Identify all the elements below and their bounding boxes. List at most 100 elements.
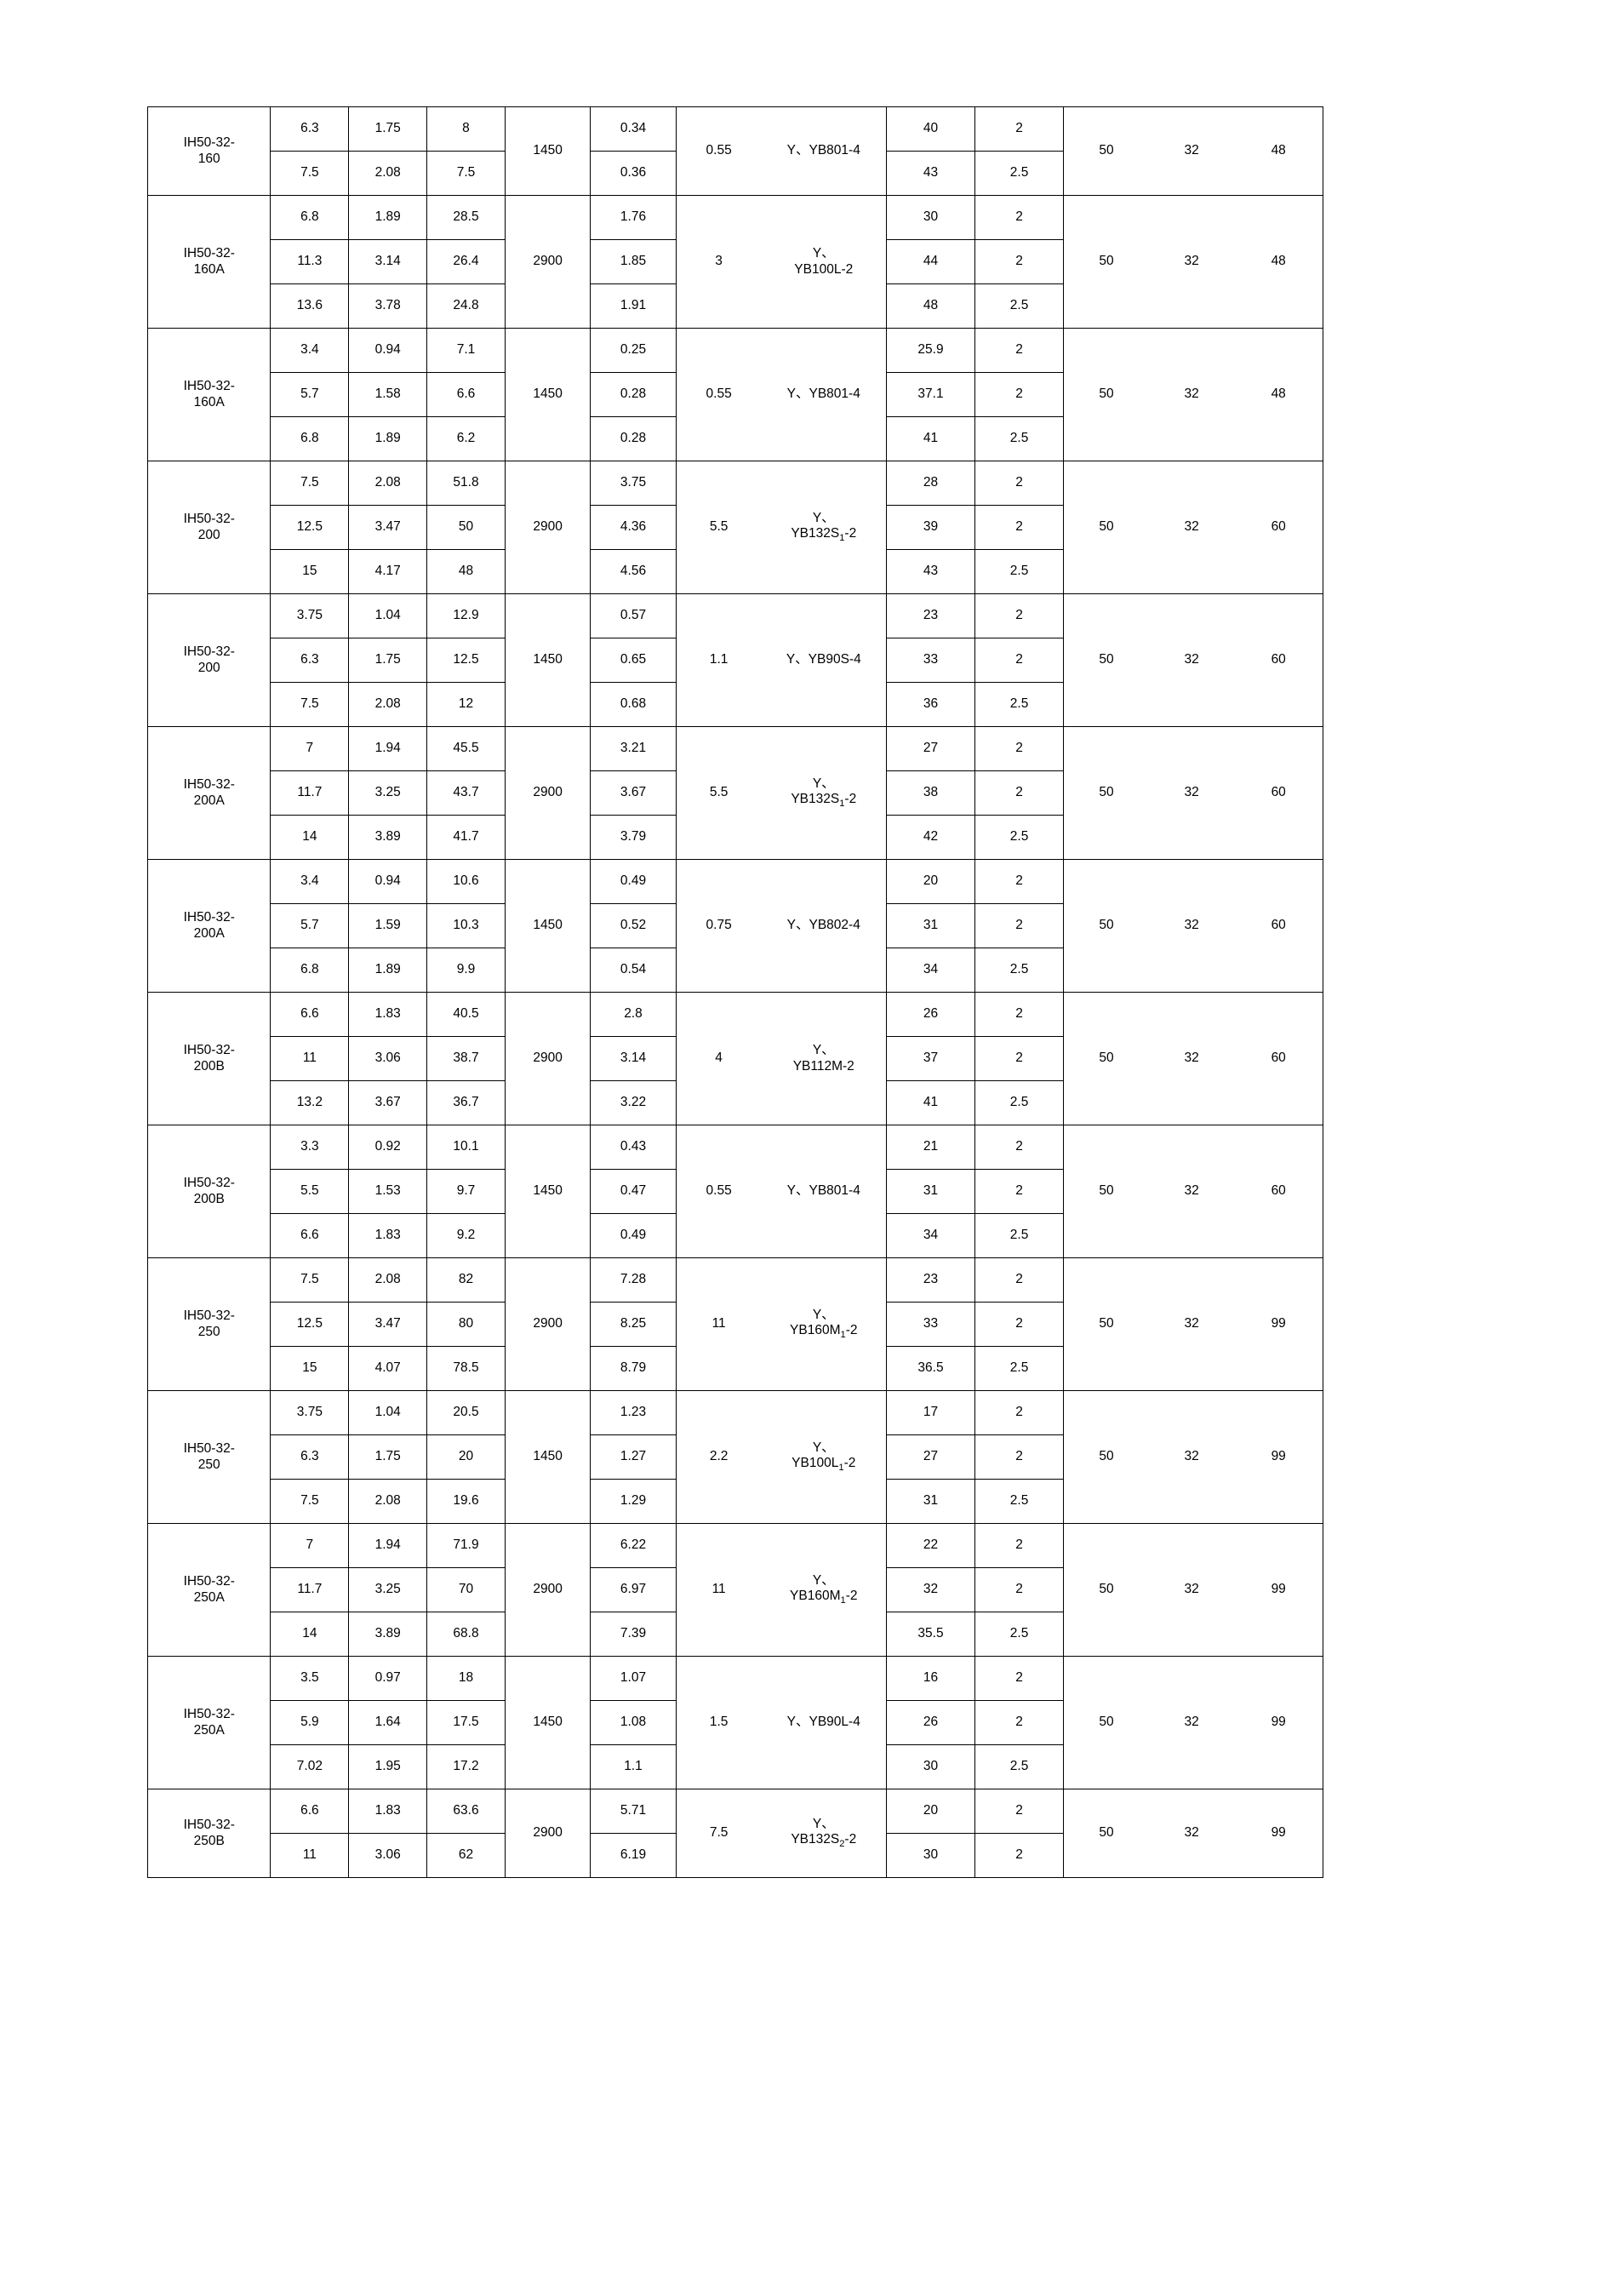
head-cell: 9.7: [426, 1169, 506, 1214]
table-row: IH50-32- 200B 3.3 0.92 10.1 1450 0.43 0.55 Y、YB8…: [146, 1125, 1324, 1258]
motor-model-subscript: 1: [838, 1463, 844, 1474]
suction-diameter-cell: 50: [1063, 1789, 1149, 1878]
efficiency-cell: 31: [885, 1479, 976, 1524]
efficiency-cell: 43: [885, 549, 976, 594]
flow-ls-cell: 0.92: [348, 1125, 428, 1170]
head-cell: 41.7: [426, 815, 506, 860]
head-cell: 6.2: [426, 416, 506, 461]
motor-model-cell: Y、 YB132S1-2: [761, 461, 887, 594]
npsh-cell: 2: [974, 1125, 1065, 1170]
efficiency-cell: 41: [885, 416, 976, 461]
motor-power-cell: 0.75: [676, 859, 762, 993]
flow-ls-cell: 1.04: [348, 593, 428, 638]
head-cell: 28.5: [426, 195, 506, 240]
flow-ls-cell: 3.14: [348, 239, 428, 284]
motor-model-cell: Y、 YB100L1-2: [761, 1390, 887, 1524]
flow-m3h-cell: 3.75: [270, 593, 350, 638]
head-cell: 12.5: [426, 638, 506, 683]
suction-diameter-cell: 50: [1063, 1523, 1149, 1657]
flow-ls-cell: 3.25: [348, 1567, 428, 1612]
shaft-power-cell: 1.1: [590, 1744, 677, 1789]
flow-m3h-cell: 12.5: [270, 1302, 350, 1347]
head-cell: 40.5: [426, 992, 506, 1037]
npsh-cell: 2: [974, 328, 1065, 373]
speed-cell: 2900: [505, 195, 591, 329]
flow-m3h-cell: 7.5: [270, 151, 350, 196]
shaft-power-cell: 0.68: [590, 682, 677, 727]
shaft-power-cell: 0.49: [590, 859, 677, 904]
shaft-power-cell: 1.85: [590, 239, 677, 284]
flow-ls-cell: 1.75: [348, 638, 428, 683]
shaft-power-cell: 3.21: [590, 726, 677, 771]
flow-m3h-cell: 5.7: [270, 372, 350, 417]
head-cell: 80: [426, 1302, 506, 1347]
npsh-cell: 2: [974, 1434, 1065, 1480]
table-row: 12.5 3.47 50 4.36 39 2: [148, 505, 1323, 550]
shaft-power-cell: 3.79: [590, 815, 677, 860]
npsh-cell: 2: [974, 1036, 1065, 1081]
discharge-diameter-cell: 32: [1148, 593, 1235, 727]
motor-model-cell: Y、YB801-4: [761, 328, 887, 461]
flow-ls-cell: 2.08: [348, 151, 428, 196]
npsh-cell: 2: [974, 1302, 1065, 1347]
flow-m3h-cell: 11: [270, 1833, 350, 1878]
motor-power-cell: 1.1: [676, 593, 762, 727]
npsh-cell: 2: [974, 1656, 1065, 1701]
head-cell: 36.7: [426, 1080, 506, 1125]
pump-model-cell: IH50-32- 200B: [146, 1125, 271, 1258]
flow-ls-cell: 2.08: [348, 682, 428, 727]
flow-ls-cell: 2.08: [348, 461, 428, 506]
table-row: IH50-32- 200B 6.6 1.83 40.5 2900 2.8 4 Y、 YB112M-…: [146, 992, 1324, 1125]
motor-model-text: Y、YB90L-4: [786, 1715, 860, 1730]
efficiency-cell: 44: [885, 239, 976, 284]
table-row: 15 4.07 78.5 8.79 36.5 2.5: [148, 1346, 1323, 1391]
suction-diameter-cell: 50: [1063, 593, 1149, 727]
shaft-power-cell: 0.36: [590, 151, 677, 196]
table-row: IH50-32- 160A 6.8 1.89 28.5 2900 1.76 3 Y、 YB100L…: [146, 195, 1324, 329]
efficiency-cell: 37: [885, 1036, 976, 1081]
npsh-cell: 2: [974, 1257, 1065, 1303]
motor-model-cell: Y、 YB112M-2: [761, 992, 887, 1125]
head-cell: 7.5: [426, 151, 506, 196]
shaft-power-cell: 1.08: [590, 1700, 677, 1745]
table-row: 11.7 3.25 70 6.97 32 2: [148, 1567, 1323, 1612]
head-cell: 10.3: [426, 903, 506, 948]
npsh-cell: 2.5: [974, 1612, 1065, 1657]
suction-diameter-cell: 50: [1063, 328, 1149, 461]
table-row: 6.8 1.89 9.9 0.54 34 2.5: [148, 948, 1323, 993]
shaft-power-cell: 0.43: [590, 1125, 677, 1170]
npsh-cell: 2: [974, 638, 1065, 683]
shaft-power-cell: 5.71: [590, 1789, 677, 1834]
shaft-power-cell: 0.47: [590, 1169, 677, 1214]
motor-power-cell: 11: [676, 1523, 762, 1657]
shaft-power-cell: 8.25: [590, 1302, 677, 1347]
weight-cell: 60: [1234, 593, 1324, 727]
efficiency-cell: 20: [885, 859, 976, 904]
flow-m3h-cell: 6.6: [270, 1789, 350, 1834]
motor-model-cell: Y、YB90L-4: [761, 1656, 887, 1789]
flow-ls-cell: 1.04: [348, 1390, 428, 1435]
pump-model-cell: IH50-32- 200: [146, 593, 271, 727]
flow-m3h-cell: 11: [270, 1036, 350, 1081]
flow-ls-cell: 1.75: [348, 1434, 428, 1480]
npsh-cell: 2: [974, 239, 1065, 284]
spec-sheet: IH50-32- 160 6.3 1.75 8 1450 0.34 0.55 Y、YB801-4…: [146, 106, 1324, 1878]
efficiency-cell: 34: [885, 948, 976, 993]
flow-ls-cell: 3.47: [348, 505, 428, 550]
flow-ls-cell: 1.58: [348, 372, 428, 417]
pump-model-cell: IH50-32- 200A: [146, 726, 271, 860]
shaft-power-cell: 2.8: [590, 992, 677, 1037]
discharge-diameter-cell: 32: [1148, 1390, 1235, 1524]
speed-cell: 2900: [505, 992, 591, 1125]
pump-model-cell: IH50-32- 250A: [146, 1656, 271, 1789]
npsh-cell: 2: [974, 593, 1065, 638]
table-row: 5.7 1.59 10.3 0.52 31 2: [148, 903, 1323, 948]
shaft-power-cell: 7.28: [590, 1257, 677, 1303]
table-row: 7.5 2.08 7.5 0.36 43 2.5: [148, 151, 1323, 196]
flow-ls-cell: 1.83: [348, 1789, 428, 1834]
weight-cell: 99: [1234, 1390, 1324, 1524]
npsh-cell: 2.5: [974, 416, 1065, 461]
table-row: 11.3 3.14 26.4 1.85 44 2: [148, 239, 1323, 284]
head-cell: 17.5: [426, 1700, 506, 1745]
discharge-diameter-cell: 32: [1148, 1125, 1235, 1258]
